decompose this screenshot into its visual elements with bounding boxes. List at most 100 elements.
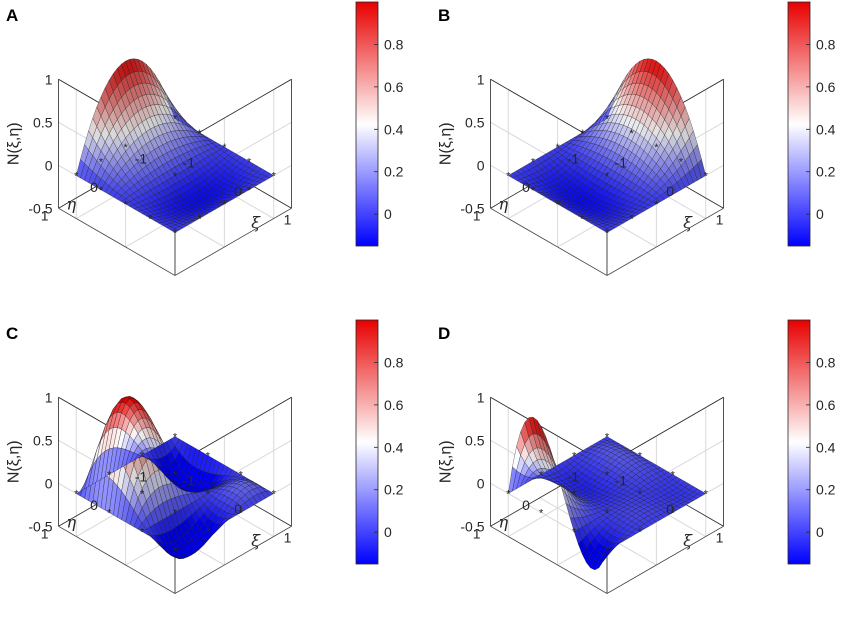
node-marker: * bbox=[539, 470, 544, 482]
z-tick-label: 0.5 bbox=[465, 114, 485, 130]
colorbar-tick-label: 0.2 bbox=[384, 164, 404, 180]
colorbar-tick-label: 0.8 bbox=[384, 36, 404, 52]
node-marker: * bbox=[605, 114, 610, 126]
node-marker: * bbox=[239, 508, 244, 520]
colorbar-tick-label: 0.8 bbox=[384, 354, 404, 370]
z-tick-label: 1 bbox=[45, 71, 53, 87]
eta-tick-label: 0 bbox=[90, 497, 98, 513]
z-tick-label: 0.5 bbox=[465, 432, 485, 448]
node-marker: * bbox=[630, 213, 635, 225]
colorbar-tick-label: 0.2 bbox=[384, 482, 404, 498]
colorbar-tick-label: 0.6 bbox=[384, 79, 404, 95]
surface-plot: * * * * * * * * * * * * * * * * 1 0.5 0 -0.5 -1 0 1 1 0 -1 N(ξ,η) ξ… bbox=[438, 319, 836, 594]
z-tick-label: -0.5 bbox=[28, 200, 52, 216]
xi-axis-label: ξ bbox=[251, 531, 261, 550]
colorbar-tick-label: 0.6 bbox=[816, 79, 836, 95]
panel-c: * * * * * * * * * * * * * * * * 1 0.5 0 -0.5 -1 0 1 1 0 -1 N(ξ,η) ξ… bbox=[0, 318, 430, 628]
panel-label: D bbox=[438, 324, 451, 343]
colorbar-tick-label: 0.8 bbox=[816, 354, 836, 370]
colorbar bbox=[787, 319, 811, 565]
node-marker: * bbox=[605, 470, 610, 482]
node-marker: * bbox=[99, 185, 104, 197]
colorbar-tick-label: 0.2 bbox=[816, 482, 836, 498]
node-marker: * bbox=[671, 508, 676, 520]
node-marker: * bbox=[572, 489, 577, 501]
colorbar-tick-label: 0 bbox=[816, 524, 824, 540]
node-marker: * bbox=[506, 171, 511, 183]
xi-tick-label: 0 bbox=[666, 183, 674, 199]
node-markers: * * * * * * * * * * * * * * * * bbox=[74, 114, 276, 240]
node-marker: * bbox=[654, 142, 659, 154]
box-edge bbox=[490, 526, 608, 594]
node-marker: * bbox=[630, 128, 635, 140]
colorbar-tick-label: 0 bbox=[816, 206, 824, 222]
node-markers: * * * * * * * * * * * * * * * * bbox=[506, 114, 708, 240]
eta-tick-label: 0 bbox=[90, 179, 98, 195]
node-marker: * bbox=[173, 432, 178, 444]
colorbar-tick-label: 0.6 bbox=[816, 397, 836, 413]
z-tick-label: 0.5 bbox=[33, 432, 53, 448]
eta-tick-label: 1 bbox=[473, 525, 481, 541]
eta-tick-label: 1 bbox=[41, 207, 49, 223]
surface-plot: * * * * * * * * * * * * * * * * 1 0.5 0 -0.5 -1 0 1 1 0 -1 N(ξ,η) ξ… bbox=[6, 1, 404, 276]
node-marker: * bbox=[638, 451, 643, 463]
node-marker: * bbox=[638, 527, 643, 539]
box-edge bbox=[490, 208, 608, 276]
node-marker: * bbox=[74, 171, 79, 183]
xi-tick-label: 0 bbox=[234, 183, 242, 199]
node-marker: * bbox=[580, 128, 585, 140]
eta-tick-label: -1 bbox=[567, 468, 580, 484]
node-marker: * bbox=[704, 171, 709, 183]
xi-tick-label: -1 bbox=[183, 154, 196, 170]
node-marker: * bbox=[671, 470, 676, 482]
xi-tick-label: 1 bbox=[716, 529, 724, 545]
xi-axis-label: ξ bbox=[683, 213, 693, 232]
xi-tick-label: -1 bbox=[615, 154, 628, 170]
z-tick-label: 1 bbox=[477, 389, 485, 405]
surface-mesh bbox=[507, 58, 706, 233]
node-markers: * * * * * * * * * * * * * * * * bbox=[74, 432, 276, 558]
surface-mesh bbox=[76, 58, 275, 233]
node-marker: * bbox=[605, 546, 610, 558]
tick-labels: 1 0.5 0 -0.5 -1 0 1 1 0 -1 bbox=[28, 71, 291, 227]
node-marker: * bbox=[572, 527, 577, 539]
node-marker: * bbox=[173, 228, 178, 240]
z-axis-label: N(ξ,η) bbox=[438, 122, 455, 165]
colorbar bbox=[355, 1, 379, 247]
tick-labels: 1 0.5 0 -0.5 -1 0 1 1 0 -1 bbox=[460, 389, 723, 545]
eta-tick-label: -1 bbox=[135, 468, 148, 484]
xi-tick-label: -1 bbox=[615, 472, 628, 488]
panel-b: * * * * * * * * * * * * * * * * 1 0.5 0 -0.5 -1 0 1 1 0 -1 N(ξ,η) ξ… bbox=[432, 0, 862, 310]
z-axis-label: N(ξ,η) bbox=[6, 440, 23, 483]
node-marker: * bbox=[140, 489, 145, 501]
node-marker: * bbox=[679, 156, 684, 168]
box-edge bbox=[58, 208, 176, 276]
node-marker: * bbox=[198, 128, 203, 140]
node-marker: * bbox=[239, 470, 244, 482]
z-tick-label: -0.5 bbox=[28, 518, 52, 534]
xi-tick-label: -1 bbox=[183, 472, 196, 488]
node-marker: * bbox=[506, 489, 511, 501]
surface-face bbox=[602, 107, 612, 122]
node-marker: * bbox=[107, 508, 112, 520]
box-edge bbox=[174, 526, 292, 594]
node-marker: * bbox=[107, 470, 112, 482]
colorbar-tick-label: 0.4 bbox=[816, 121, 836, 137]
xi-tick-label: 1 bbox=[284, 211, 292, 227]
eta-axis-label: η bbox=[498, 194, 508, 213]
surface-face bbox=[170, 107, 180, 122]
surface-plot: * * * * * * * * * * * * * * * * 1 0.5 0 -0.5 -1 0 1 1 0 -1 N(ξ,η) ξ… bbox=[438, 1, 836, 276]
panel-label: C bbox=[6, 324, 19, 343]
eta-tick-label: 1 bbox=[473, 207, 481, 223]
node-marker: * bbox=[531, 156, 536, 168]
xi-tick-label: 1 bbox=[284, 529, 292, 545]
box-edge bbox=[58, 526, 176, 594]
xi-axis-label: ξ bbox=[251, 213, 261, 232]
node-marker: * bbox=[173, 546, 178, 558]
node-marker: * bbox=[173, 114, 178, 126]
eta-tick-label: -1 bbox=[135, 150, 148, 166]
node-marker: * bbox=[605, 508, 610, 520]
surface-mesh bbox=[508, 416, 707, 571]
surface-face bbox=[602, 436, 612, 441]
eta-axis-label: η bbox=[66, 194, 76, 213]
